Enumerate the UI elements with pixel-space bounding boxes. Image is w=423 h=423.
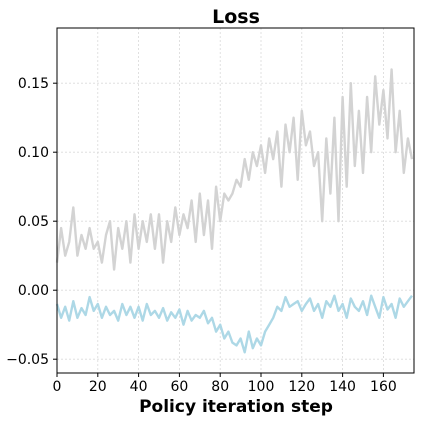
y-tick-label: 0.10	[18, 145, 49, 161]
x-tick-label: 0	[53, 379, 62, 395]
x-axis-label: Policy iteration step	[139, 397, 333, 417]
x-tick-label: 20	[89, 379, 107, 395]
y-tick-label: 0.05	[18, 214, 49, 230]
x-axis: 0 20 40 60 80 100 120 140 160	[53, 373, 397, 395]
series-line-1	[55, 68, 414, 271]
grid	[56, 28, 414, 373]
x-tick-label: 160	[370, 379, 397, 395]
plot-frame	[56, 27, 415, 374]
chart-title: Loss	[212, 6, 260, 28]
x-tick-label: 100	[248, 379, 275, 395]
y-axis: −0.05 0.00 0.05 0.10 0.15	[6, 76, 57, 368]
x-tick-label: 140	[329, 379, 356, 395]
x-tick-label: 60	[170, 379, 188, 395]
series-line-2	[55, 294, 413, 354]
x-tick-label: 80	[211, 379, 229, 395]
y-tick-label: −0.05	[6, 352, 49, 368]
x-tick-label: 120	[288, 379, 315, 395]
x-tick-label: 40	[130, 379, 148, 395]
y-tick-label: 0.00	[18, 283, 49, 299]
series-group	[55, 68, 414, 354]
y-tick-label: 0.15	[18, 76, 49, 92]
